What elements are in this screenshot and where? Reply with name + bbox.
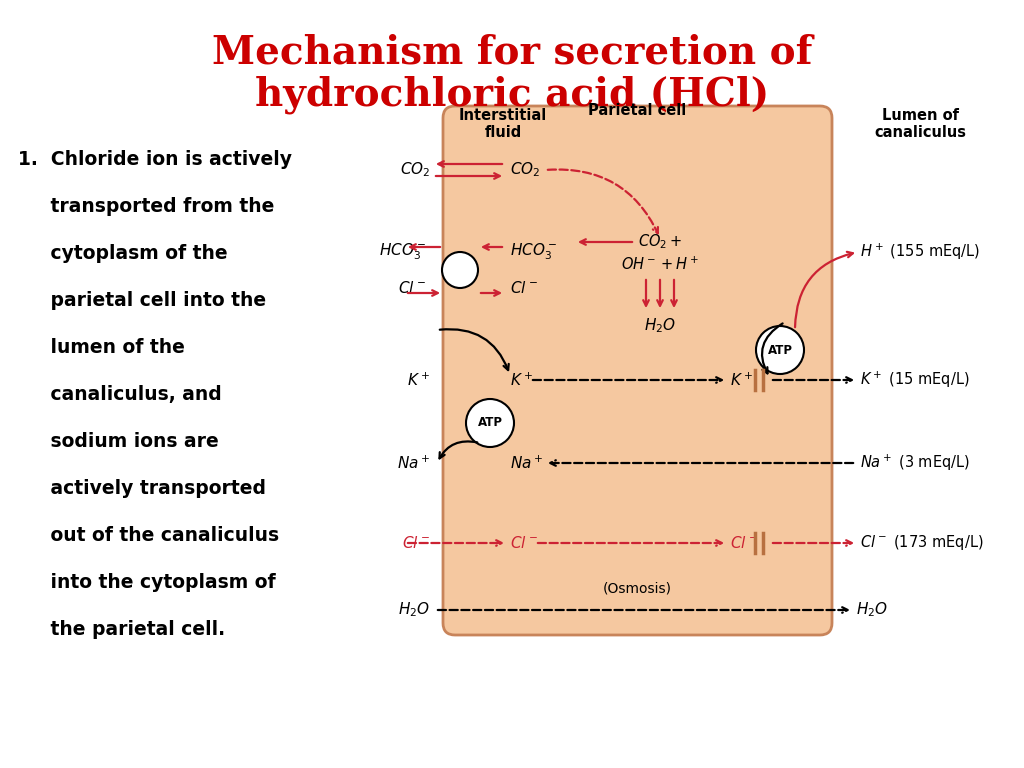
Text: $K^+$: $K^+$ [510, 372, 534, 389]
Text: $H^+$ (155 mEq/L): $H^+$ (155 mEq/L) [860, 242, 980, 262]
Text: sodium ions are: sodium ions are [18, 432, 219, 451]
Text: Interstitial
fluid: Interstitial fluid [459, 108, 547, 141]
Text: the parietal cell.: the parietal cell. [18, 620, 225, 639]
Text: $Cl^-$: $Cl^-$ [398, 280, 426, 296]
Text: into the cytoplasm of: into the cytoplasm of [18, 573, 275, 592]
Text: Mechanism for secretion of: Mechanism for secretion of [212, 33, 812, 71]
Text: $Na^+$: $Na^+$ [396, 455, 430, 472]
Text: $K^+$: $K^+$ [407, 372, 430, 389]
Text: $K^+$ (15 mEq/L): $K^+$ (15 mEq/L) [860, 370, 970, 390]
Text: $Cl^-$: $Cl^-$ [730, 535, 758, 551]
Text: $Cl^-$: $Cl^-$ [510, 535, 538, 551]
Text: $H_2O$: $H_2O$ [398, 601, 430, 619]
Text: $K^+$: $K^+$ [730, 372, 753, 389]
Text: $CO_2$: $CO_2$ [510, 161, 541, 180]
Circle shape [466, 399, 514, 447]
Text: $HCO_3^-$: $HCO_3^-$ [379, 242, 426, 262]
Text: parietal cell into the: parietal cell into the [18, 291, 266, 310]
Text: transported from the: transported from the [18, 197, 274, 216]
Text: cytoplasm of the: cytoplasm of the [18, 244, 227, 263]
FancyBboxPatch shape [443, 106, 831, 635]
Text: $HCO_3^-$: $HCO_3^-$ [510, 242, 557, 262]
Text: $H_2O$: $H_2O$ [856, 601, 888, 619]
Text: ATP: ATP [768, 343, 793, 356]
Text: hydrochloric acid (HCl): hydrochloric acid (HCl) [255, 76, 769, 114]
Text: $H_2O$: $H_2O$ [644, 316, 676, 336]
Text: ATP: ATP [477, 416, 503, 429]
Text: $Cl^-$ (173 mEq/L): $Cl^-$ (173 mEq/L) [860, 534, 984, 552]
Text: $CO_2 +$: $CO_2 +$ [638, 233, 682, 251]
Text: Lumen of
canaliculus: Lumen of canaliculus [874, 108, 966, 141]
Text: $CO_2$: $CO_2$ [399, 161, 430, 180]
Text: 1.  Chloride ion is actively: 1. Chloride ion is actively [18, 150, 292, 169]
Text: out of the canaliculus: out of the canaliculus [18, 526, 280, 545]
Text: $Cl^-$: $Cl^-$ [402, 535, 430, 551]
Text: $Na^+$: $Na^+$ [510, 455, 544, 472]
Text: Parietal cell: Parietal cell [588, 103, 686, 118]
Circle shape [442, 252, 478, 288]
Circle shape [756, 326, 804, 374]
Text: $OH^- + H^+$: $OH^- + H^+$ [621, 255, 699, 273]
Text: $Cl^-$: $Cl^-$ [510, 280, 538, 296]
Text: actively transported: actively transported [18, 479, 266, 498]
Text: (Osmosis): (Osmosis) [602, 581, 672, 595]
Text: $Na^+$ (3 mEq/L): $Na^+$ (3 mEq/L) [860, 453, 970, 473]
Text: lumen of the: lumen of the [18, 338, 185, 357]
Text: canaliculus, and: canaliculus, and [18, 385, 222, 404]
